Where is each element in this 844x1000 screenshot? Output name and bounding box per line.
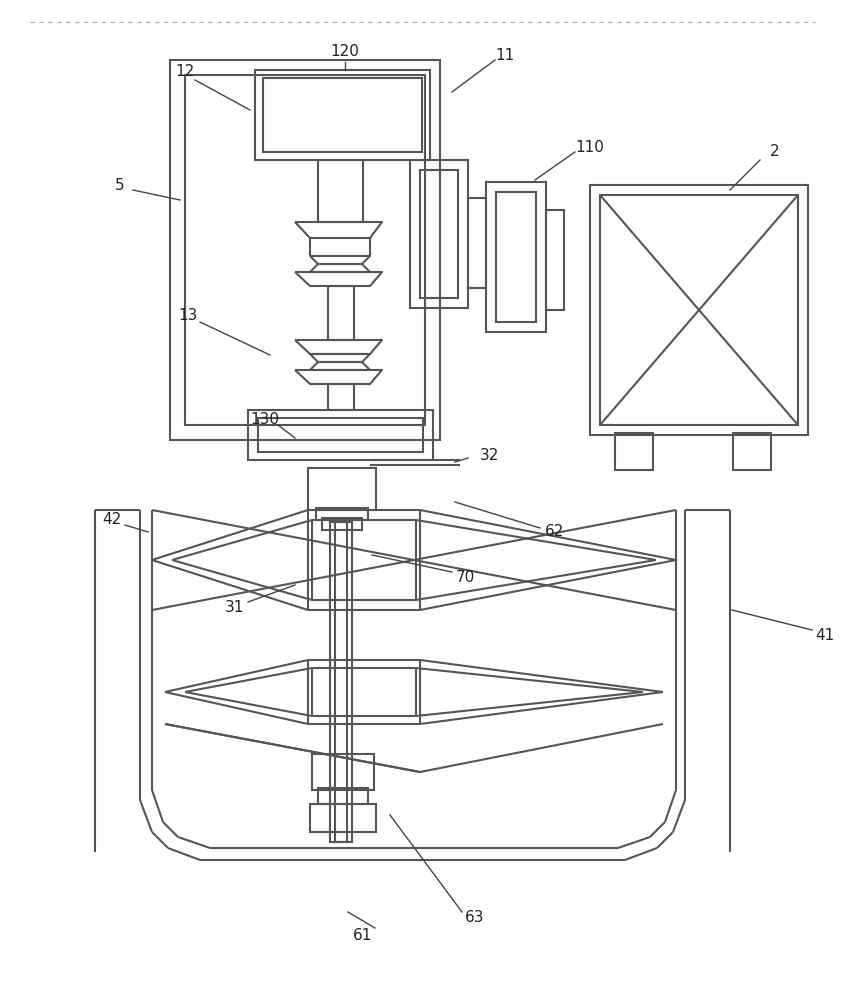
Bar (255, 70, 430, 160)
Bar (322, 518, 361, 530)
Bar (334, 522, 347, 842)
Bar (495, 192, 535, 322)
Text: 130: 130 (250, 412, 279, 428)
Text: 70: 70 (455, 570, 474, 585)
Bar (599, 195, 797, 425)
Text: 42: 42 (102, 512, 122, 528)
Text: 11: 11 (495, 47, 514, 62)
Bar (330, 522, 352, 842)
Bar (327, 286, 354, 340)
Bar (317, 160, 363, 222)
Bar (317, 788, 368, 804)
Bar (327, 384, 354, 410)
Text: 12: 12 (176, 64, 194, 80)
Text: 61: 61 (353, 928, 372, 944)
Bar (311, 754, 374, 790)
Bar (307, 468, 376, 510)
Text: 62: 62 (544, 524, 564, 540)
Bar (614, 433, 652, 470)
Bar (262, 78, 421, 152)
Bar (732, 433, 770, 470)
Bar (468, 198, 485, 288)
Bar (316, 508, 368, 520)
Text: 32: 32 (479, 448, 499, 462)
Text: 31: 31 (225, 600, 245, 615)
Bar (545, 210, 563, 310)
Bar (185, 75, 425, 425)
Bar (589, 185, 807, 435)
Bar (409, 160, 468, 308)
Text: 41: 41 (814, 628, 834, 643)
Text: 120: 120 (330, 44, 359, 60)
Bar (419, 170, 457, 298)
Bar (257, 418, 423, 452)
Text: 2: 2 (769, 144, 779, 159)
Text: 5: 5 (115, 178, 125, 192)
Bar (485, 182, 545, 332)
Text: 110: 110 (575, 139, 603, 154)
Text: 13: 13 (178, 308, 197, 322)
Bar (310, 804, 376, 832)
Bar (170, 60, 440, 440)
Bar (247, 410, 432, 460)
Text: 63: 63 (465, 910, 484, 924)
